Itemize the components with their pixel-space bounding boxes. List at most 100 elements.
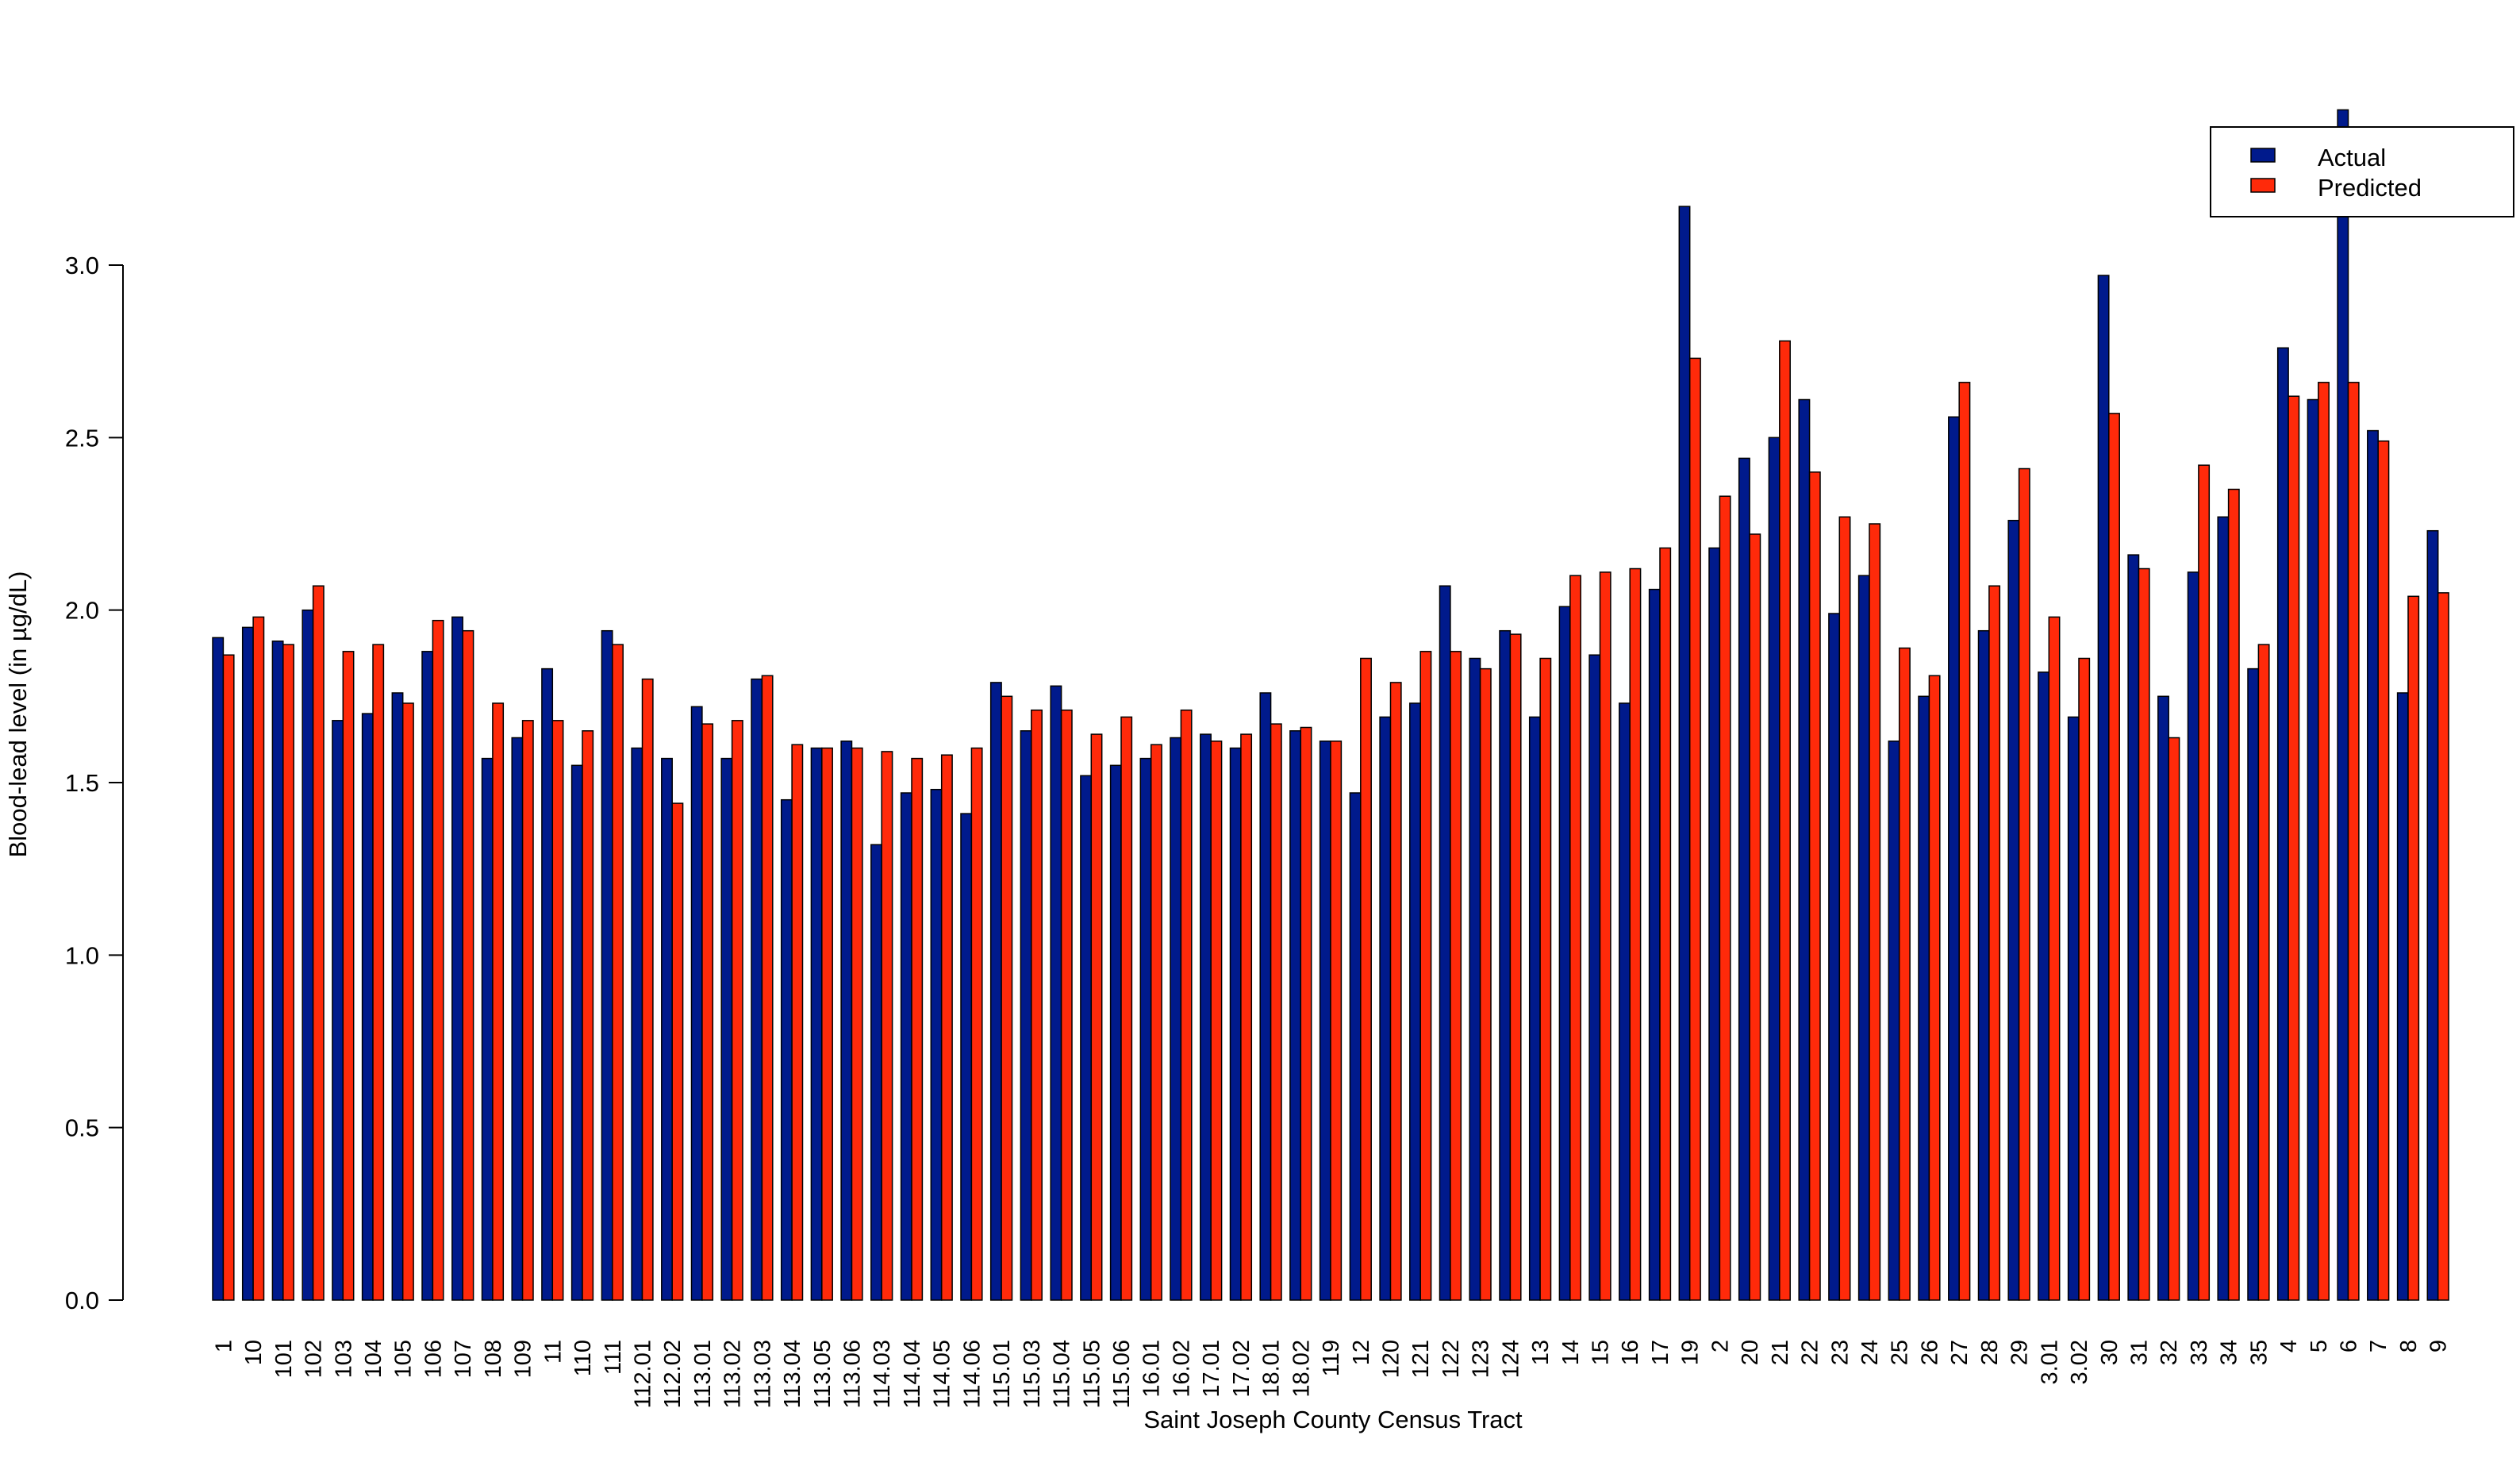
legend-label-predicted: Predicted (2318, 174, 2422, 202)
bar-actual (1080, 775, 1093, 1301)
x-tick-label: 6 (2337, 1340, 2362, 1352)
bar-actual (2276, 347, 2289, 1301)
x-tick-label: 115.05 (1079, 1340, 1104, 1409)
bar-predicted (1389, 682, 1402, 1301)
bar-predicted (282, 644, 294, 1301)
x-tick-label: 113.05 (810, 1340, 836, 1409)
bar-predicted (761, 675, 774, 1301)
bar-predicted (1808, 471, 1821, 1301)
x-tick-label: 4 (2276, 1340, 2302, 1352)
x-tick-label: 112.01 (630, 1340, 655, 1409)
x-tick-label: 119 (1319, 1340, 1344, 1376)
bar-predicted (1300, 726, 1312, 1301)
x-tick-label: 19 (1678, 1340, 1704, 1365)
bar-predicted (2168, 737, 2180, 1301)
x-tick-label: 107 (451, 1340, 476, 1378)
x-tick-label: 7 (2366, 1340, 2391, 1352)
bar-actual (2007, 519, 2020, 1301)
x-tick-label: 26 (1917, 1340, 1942, 1365)
x-tick-label: 15 (1588, 1340, 1614, 1365)
bar-predicted (881, 751, 893, 1301)
bar-actual (1499, 629, 1512, 1301)
y-tick-label: 0.0 (65, 1287, 99, 1314)
bar-actual (1619, 702, 1631, 1301)
bar-actual (1289, 730, 1302, 1301)
bar-predicted (2227, 488, 2240, 1301)
bar-actual (271, 641, 284, 1301)
bar-actual (720, 757, 733, 1301)
x-tick-label: 115.01 (989, 1340, 1015, 1409)
bar-predicted (1210, 741, 1223, 1301)
x-tick-label: 110 (570, 1340, 596, 1376)
x-tick-label: 124 (1498, 1340, 1523, 1378)
x-tick-label: 12 (1349, 1340, 1374, 1365)
bar-predicted (940, 754, 953, 1301)
bar-predicted (1150, 744, 1162, 1301)
bar-actual (2247, 668, 2260, 1301)
x-tick-label: 113.02 (720, 1340, 746, 1409)
bar-predicted (2347, 382, 2360, 1301)
x-tick-label: 17.01 (1199, 1340, 1224, 1398)
x-tick-label: 34 (2217, 1340, 2242, 1365)
x-tick-label: 9 (2426, 1340, 2452, 1352)
x-tick-label: 23 (1827, 1340, 1853, 1365)
bar-predicted (2108, 413, 2120, 1301)
x-tick-label: 3.02 (2067, 1340, 2092, 1384)
bar-predicted (791, 744, 804, 1301)
x-tick-label: 20 (1738, 1340, 1763, 1365)
x-tick-label: 108 (481, 1340, 506, 1378)
y-axis-title: Blood-lead level (in µg/dL) (4, 571, 32, 858)
bar-predicted (1838, 516, 1851, 1301)
bar-predicted (492, 702, 505, 1301)
bar-actual (391, 692, 404, 1301)
x-tick-label: 8 (2396, 1340, 2422, 1352)
x-tick-label: 114.06 (959, 1340, 985, 1409)
x-tick-label: 16 (1618, 1340, 1643, 1365)
bar-actual (1528, 716, 1541, 1301)
x-tick-label: 14 (1558, 1340, 1584, 1365)
bar-predicted (1599, 571, 1611, 1301)
x-tick-label: 109 (511, 1340, 536, 1378)
bar-actual (2038, 671, 2050, 1301)
bar-actual (481, 757, 494, 1301)
bar-predicted (1569, 575, 1581, 1301)
bar-actual (212, 637, 225, 1301)
legend-swatch-actual (2250, 148, 2276, 163)
bar-predicted (1539, 657, 1552, 1301)
x-tick-label: 115.06 (1109, 1340, 1135, 1409)
bar-predicted (1090, 733, 1103, 1301)
bar-predicted (2257, 644, 2270, 1301)
legend: Actual Predicted (2210, 126, 2514, 217)
y-tick-label: 1.5 (65, 769, 99, 797)
y-tick-label: 2.0 (65, 597, 99, 625)
bar-actual (960, 813, 973, 1301)
bar-actual (1798, 398, 1811, 1301)
bar-predicted (1988, 585, 2001, 1301)
bar-predicted (1120, 716, 1133, 1301)
x-tick-label: 115.03 (1020, 1340, 1045, 1409)
bar-actual (2067, 716, 2080, 1301)
bar-predicted (701, 723, 714, 1301)
bar-predicted (641, 678, 654, 1301)
bar-predicted (1958, 382, 1971, 1301)
bar-actual (1319, 741, 1331, 1301)
bar-actual (1708, 547, 1721, 1301)
bar-actual (2396, 692, 2409, 1301)
bar-predicted (521, 720, 534, 1301)
x-tick-label: 115.04 (1050, 1340, 1075, 1409)
bar-actual (541, 668, 554, 1301)
bar-predicted (671, 802, 684, 1301)
bar-actual (1109, 764, 1122, 1301)
bar-actual (421, 651, 434, 1301)
x-tick-label: 103 (331, 1340, 356, 1378)
bar-actual (1200, 733, 1212, 1301)
bar-actual (2217, 516, 2230, 1301)
x-tick-label: 10 (241, 1340, 267, 1365)
bar-actual (1918, 695, 1930, 1301)
bar-predicted (432, 619, 444, 1301)
x-tick-label: 121 (1408, 1340, 1434, 1378)
bar-actual (661, 757, 673, 1301)
bar-actual (690, 706, 703, 1301)
bar-actual (751, 678, 763, 1301)
x-tick-label: 3.01 (2037, 1340, 2062, 1384)
